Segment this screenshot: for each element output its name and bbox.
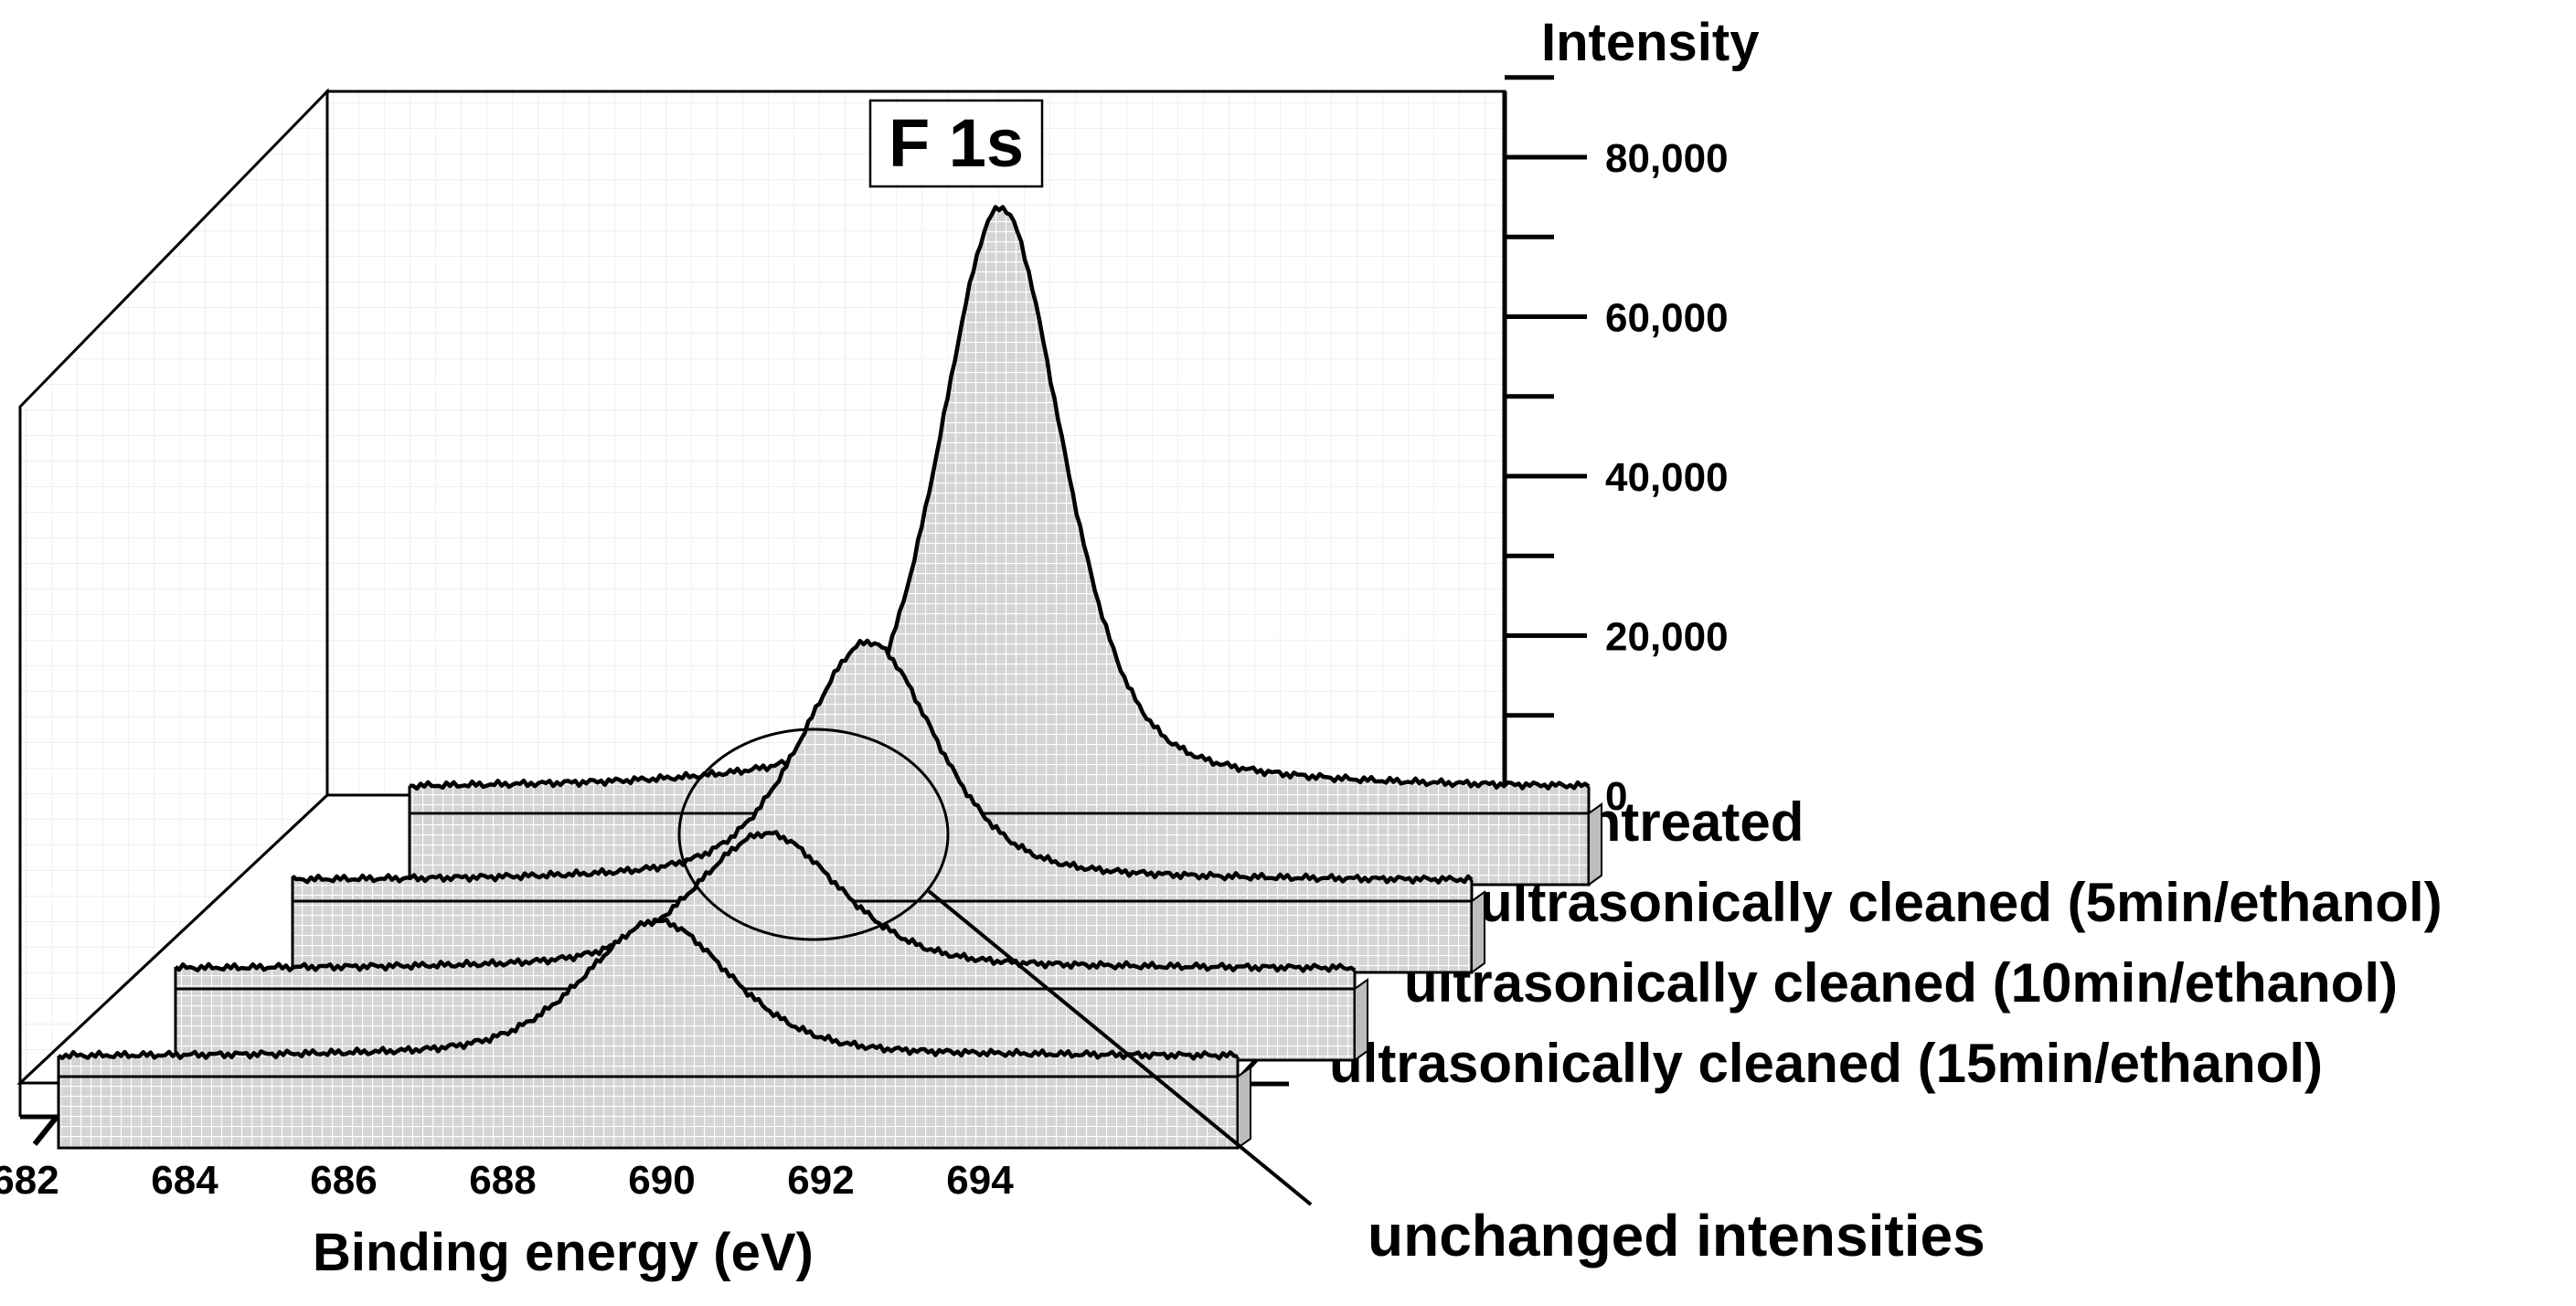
series-line (57, 918, 1239, 1061)
series-label: ultrasonically cleaned (15min/ethanol) (1329, 1033, 2323, 1094)
y-tick-label: 0 (1605, 774, 1627, 819)
series-side-face (1237, 1066, 1251, 1150)
x-tick-label: 688 (469, 1158, 536, 1203)
panel-label: F 1s (868, 99, 1044, 188)
axes-frame (16, 88, 1508, 1120)
x-axis-title: Binding energy (eV) (313, 1223, 814, 1282)
series-side-face (1354, 978, 1368, 1062)
y-tick-label: 20,000 (1605, 615, 1729, 660)
side-wall (18, 88, 329, 1087)
series-side-face (1588, 802, 1602, 887)
series-fill (59, 919, 1238, 1077)
panel-label-box (868, 99, 1044, 188)
y-tick-label: 60,000 (1605, 296, 1729, 341)
x-tick-mark (32, 1115, 59, 1146)
series-fill (293, 641, 1472, 901)
annotation-leader (927, 889, 1313, 1206)
series-front-face (57, 1075, 1240, 1150)
series-label: ultrasonically cleaned (5min/ethanol) (1479, 872, 2443, 933)
series-line (174, 830, 1357, 973)
annotation-group: unchanged intensities (677, 727, 1985, 1269)
series-group (57, 205, 1602, 1150)
y-axis-ticks: 0 20,000 40,000 60,000 80,000 (1505, 75, 1729, 819)
series-side-face (1471, 890, 1485, 974)
x-tick-label: 694 (946, 1158, 1014, 1203)
x-tick-label: 686 (310, 1158, 377, 1203)
x-tick-label: 682 (0, 1158, 59, 1203)
y-tick-label: 40,000 (1605, 455, 1729, 500)
series-fill (410, 207, 1589, 813)
y-axis-title: Intensity (1541, 13, 1760, 72)
x-tick-label: 684 (151, 1158, 218, 1203)
series-slab (57, 918, 1251, 1150)
x-tick-label: 692 (787, 1158, 854, 1203)
series-label: ultrasonically cleaned (10min/ethanol) (1404, 952, 2398, 1014)
series-line (409, 205, 1591, 791)
series-line (291, 638, 1474, 885)
x-axis-ticks: 682 684 686 688 690 692 694 (0, 1115, 1093, 1203)
y-tick-label: 80,000 (1605, 136, 1729, 181)
chart-title: F 1s (889, 105, 1024, 181)
annotation-text: unchanged intensities (1368, 1203, 1985, 1269)
x-tick-label: 690 (628, 1158, 695, 1203)
annotation-ellipse (677, 727, 950, 941)
series-fill (176, 832, 1355, 989)
